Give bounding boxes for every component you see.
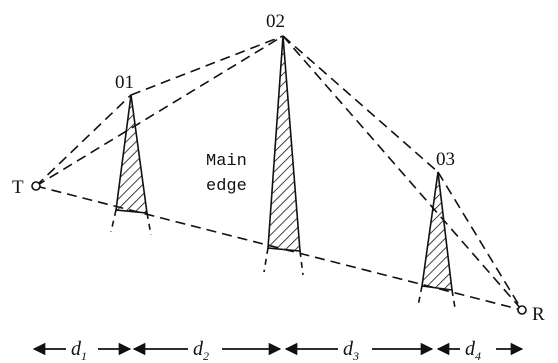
d2-label: d2 <box>193 338 209 363</box>
receiver-label: R <box>532 304 545 325</box>
d1-label: d1 <box>71 338 87 363</box>
path-o3-r <box>437 171 523 311</box>
diffraction-paths <box>35 35 523 311</box>
path-o1-o2 <box>130 35 284 96</box>
obstacle-03 <box>417 171 456 309</box>
path-t-o2 <box>35 35 284 187</box>
d3-label: d3 <box>343 338 359 363</box>
path-o2-r <box>282 35 523 311</box>
d4-label: d4 <box>465 338 481 363</box>
path-t-o1 <box>35 94 132 187</box>
main-edge-label-line1: Main <box>206 152 247 171</box>
obstacle-03-label: 03 <box>436 149 455 170</box>
path-o2-o3 <box>282 35 439 173</box>
transmitter-node <box>31 181 41 191</box>
obstacle-01-label: 01 <box>115 72 134 93</box>
transmitter-label: T <box>12 177 24 198</box>
main-edge-label-line2: edge <box>206 177 247 196</box>
obstacle-01 <box>110 94 152 236</box>
obstacle-02-label: 02 <box>266 11 285 32</box>
receiver-node <box>517 305 527 315</box>
obstacle-02 <box>263 35 304 276</box>
